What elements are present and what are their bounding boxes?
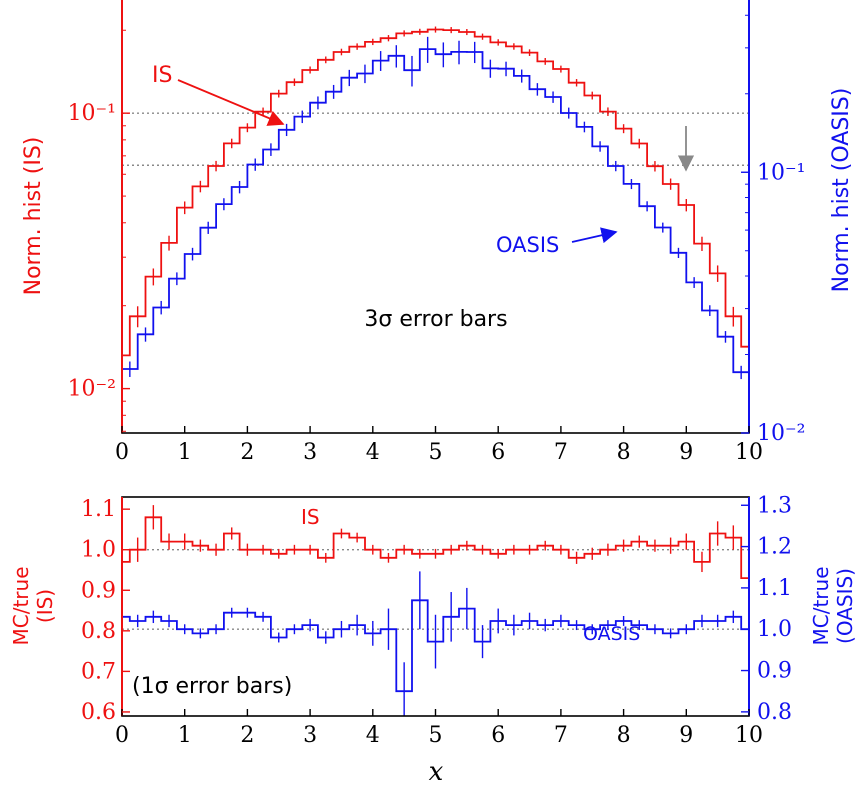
bottom-series-is bbox=[122, 505, 749, 595]
bottom-left-y-tick-label: 1.0 bbox=[81, 538, 116, 563]
bottom-x-tick-label: 6 bbox=[491, 723, 505, 748]
top-x-tick-label: 3 bbox=[303, 440, 317, 465]
top-oasis-step-line bbox=[122, 48, 749, 407]
bottom-left-y-tick-label: 1.1 bbox=[81, 497, 116, 522]
bottom-left-y-tick-label: 0.8 bbox=[81, 619, 116, 644]
bottom-is-label: IS bbox=[301, 505, 320, 529]
bottom-left-y-tick-label: 0.9 bbox=[81, 578, 116, 603]
bottom-left-y-tick-label: 0.7 bbox=[81, 659, 116, 684]
top-x-tick-label: 10 bbox=[735, 440, 763, 465]
top-x-tick-label: 2 bbox=[240, 440, 254, 465]
bottom-x-tick-label: 7 bbox=[554, 723, 568, 748]
top-series bbox=[122, 26, 749, 407]
bottom-right-y-tick-label: 1.0 bbox=[757, 617, 792, 642]
bottom-left-y-tick-label: 0.6 bbox=[81, 700, 116, 725]
top-is-label: IS bbox=[152, 63, 172, 88]
top-right-y-tick-label: 10⁻² bbox=[757, 421, 805, 446]
top-left-y-tick-label: 10⁻² bbox=[68, 377, 116, 402]
bottom-right-ylabel-line2: (OASIS) bbox=[833, 568, 857, 644]
top-x-tick-label: 4 bbox=[366, 440, 380, 465]
top-x-tick-label: 6 bbox=[491, 440, 505, 465]
bottom-oasis-label: OASIS bbox=[583, 623, 640, 645]
bottom-right-y-tick-label: 1.2 bbox=[757, 535, 792, 560]
top-x-tick-label: 5 bbox=[429, 440, 443, 465]
top-oasis-label: OASIS bbox=[496, 233, 559, 257]
top-series-oasis bbox=[122, 36, 749, 407]
bottom-right-ylabel-line1: MC/true bbox=[809, 566, 833, 645]
bottom-axes: 0 1 2 3 4 5 6 7 8 9 10 0.6 0.7 0.8 0.9 1.0 1.1 0.8 0.9 1.0 1… bbox=[81, 493, 792, 748]
bottom-x-tick-label: 4 bbox=[366, 723, 380, 748]
top-x-tick-label: 7 bbox=[554, 440, 568, 465]
bottom-right-y-tick-label: 0.8 bbox=[757, 700, 792, 725]
top-x-tick-label: 8 bbox=[617, 440, 631, 465]
bottom-left-ylabel-line1: MC/true bbox=[9, 566, 33, 645]
top-x-tick-label: 9 bbox=[679, 440, 693, 465]
bottom-series-oasis bbox=[122, 571, 749, 716]
bottom-x-tick-label: 3 bbox=[303, 723, 317, 748]
top-is-arrow bbox=[177, 79, 285, 126]
top-oasis-arrow bbox=[571, 227, 618, 244]
top-reference-lines bbox=[122, 112, 749, 166]
bottom-x-tick-label: 2 bbox=[240, 723, 254, 748]
bottom-is-step-line bbox=[122, 516, 749, 579]
bottom-x-tick-label: 10 bbox=[735, 723, 763, 748]
bottom-panel: 0 1 2 3 4 5 6 7 8 9 10 0.6 0.7 0.8 0.9 1.0 1.1 0.8 0.9 1.0 1… bbox=[9, 493, 857, 787]
bottom-x-tick-label: 8 bbox=[617, 723, 631, 748]
bottom-left-ylabel-line2: (IS) bbox=[33, 589, 57, 623]
top-right-y-tick-label: 10⁻¹ bbox=[757, 160, 805, 185]
bottom-series bbox=[122, 505, 749, 716]
bottom-corner-label: (1σ error bars) bbox=[132, 674, 292, 699]
bottom-oasis-step-line bbox=[122, 599, 749, 693]
bottom-right-y-tick-label: 1.1 bbox=[757, 576, 792, 601]
bottom-right-y-tick-label: 0.9 bbox=[757, 659, 792, 684]
bottom-xlabel: x bbox=[429, 757, 444, 787]
top-x-tick-label: 1 bbox=[178, 440, 192, 465]
bottom-x-tick-label: 5 bbox=[429, 723, 443, 748]
top-center-label: 3σ error bars bbox=[364, 307, 507, 332]
bottom-x-tick-label: 0 bbox=[115, 723, 129, 748]
top-left-ylabel: Norm. hist (IS) bbox=[21, 137, 46, 296]
top-x-tick-label: 0 bbox=[115, 440, 129, 465]
top-right-ylabel: Norm. hist (OASIS) bbox=[829, 88, 854, 293]
bottom-right-y-tick-label: 1.3 bbox=[757, 493, 792, 518]
top-series-is bbox=[122, 26, 749, 368]
bottom-x-tick-label: 1 bbox=[178, 723, 192, 748]
top-left-y-tick-label: 10⁻¹ bbox=[68, 101, 116, 126]
bottom-x-tick-label: 9 bbox=[679, 723, 693, 748]
